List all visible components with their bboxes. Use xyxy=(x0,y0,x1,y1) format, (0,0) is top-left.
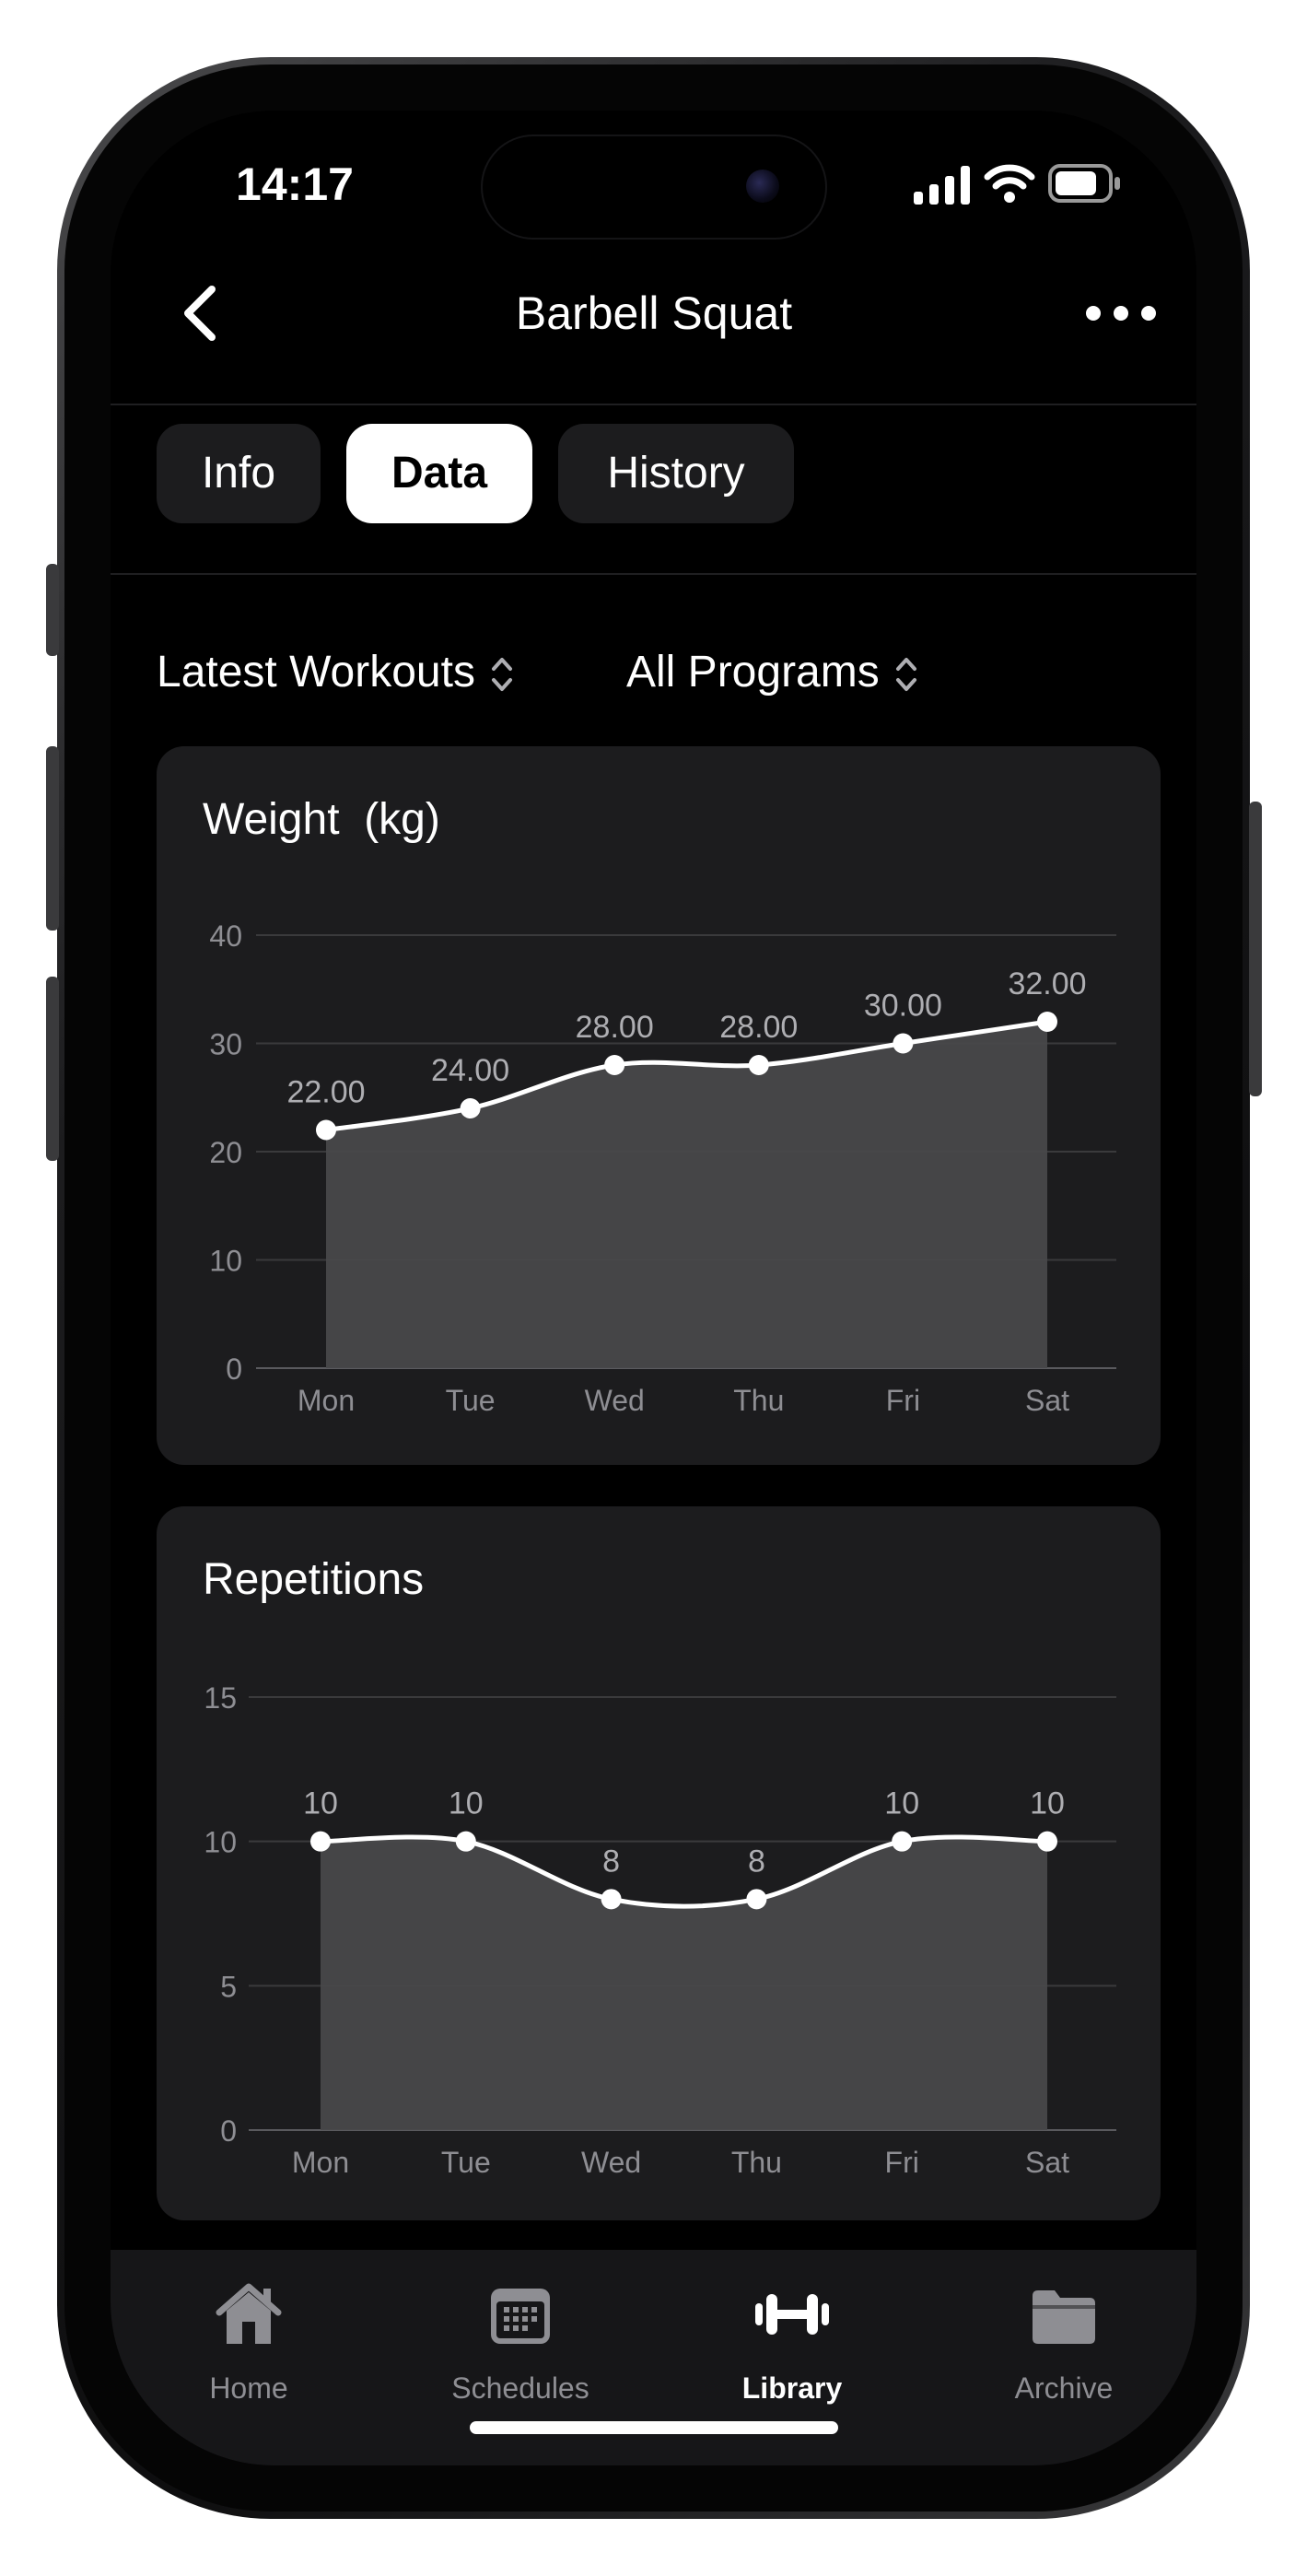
data-point xyxy=(601,1889,622,1910)
series-line xyxy=(325,1019,1048,1132)
wifi-icon xyxy=(984,164,1035,203)
data-point xyxy=(604,1055,625,1075)
folder-icon xyxy=(1033,2290,1095,2344)
data-point xyxy=(455,1831,476,1852)
action-button xyxy=(46,564,59,656)
y-tick-label: 10 xyxy=(204,1826,237,1859)
battery-icon xyxy=(1048,164,1120,203)
x-tick-label: Sat xyxy=(1025,2146,1069,2179)
x-tick-label: Tue xyxy=(441,2146,491,2179)
data-label: 32.00 xyxy=(1008,966,1086,1001)
tab-bar-label-library: Library xyxy=(741,2371,843,2405)
volume-down-button xyxy=(46,977,59,1161)
range-filter-select[interactable]: Latest Workouts xyxy=(157,636,514,709)
data-point xyxy=(892,1831,913,1852)
data-label: 10 xyxy=(884,1786,919,1821)
reps-chart-card: Repetitions 0 5 10 15 10 10 8 8 10 10 Mon Tue Wed Thu… xyxy=(157,1506,1161,2220)
tab-bar-item-archive[interactable]: Archive xyxy=(963,2268,1165,2406)
data-label: 10 xyxy=(303,1786,338,1821)
data-point xyxy=(746,1889,767,1910)
tab-bar-label-schedules: Schedules xyxy=(451,2371,589,2405)
app-screen: 14:17 Barbell Squat Info Data History La… xyxy=(111,111,1196,2465)
weight-chart: 0 10 20 30 40 22.00 24.00 28.00 28.00 30.00 32.00 M… xyxy=(209,919,1116,1417)
calendar-icon xyxy=(491,2289,550,2344)
more-options-button[interactable] xyxy=(1079,286,1162,341)
chevron-up-down-icon xyxy=(491,658,512,692)
y-tick-label: 5 xyxy=(220,1970,237,2003)
tab-history[interactable]: History xyxy=(558,424,794,523)
home-indicator xyxy=(470,2421,838,2434)
data-label: 28.00 xyxy=(576,1010,654,1045)
x-tick-label: Fri xyxy=(885,2146,919,2179)
tab-bar-item-library[interactable]: Library xyxy=(691,2268,893,2406)
x-tick-label: Mon xyxy=(298,1384,355,1417)
x-tick-label: Mon xyxy=(292,2146,349,2179)
weight-chart-card: Weight (kg) 0 10 20 30 40 22.00 24.00 28.00 28.0… xyxy=(157,746,1161,1465)
area-fill xyxy=(326,1022,1047,1368)
dumbbell-icon xyxy=(755,2294,829,2335)
tab-bar: Home Schedules Library xyxy=(111,2250,1196,2465)
x-tick-label: Thu xyxy=(731,2146,782,2179)
program-filter-label: All Programs xyxy=(626,648,880,697)
y-tick-label: 20 xyxy=(209,1136,242,1169)
data-point xyxy=(893,1033,914,1054)
x-tick-label: Fri xyxy=(886,1384,920,1417)
chevron-left-icon xyxy=(184,286,216,341)
x-tick-label: Sat xyxy=(1025,1384,1069,1417)
reps-chart-title: Repetitions xyxy=(203,1555,425,1604)
data-point xyxy=(1037,1831,1057,1852)
x-tick-label: Wed xyxy=(585,1384,645,1417)
series-line xyxy=(320,1834,1048,1909)
area-fill xyxy=(321,1837,1047,2130)
range-filter-label: Latest Workouts xyxy=(157,648,475,697)
y-tick-label: 0 xyxy=(226,1352,242,1386)
tab-bar-item-schedules[interactable]: Schedules xyxy=(419,2268,622,2406)
tab-bar-label-home: Home xyxy=(209,2371,288,2405)
status-time: 14:17 xyxy=(236,158,354,210)
cellular-signal-icon xyxy=(914,166,970,205)
tab-bar-item-home[interactable]: Home xyxy=(147,2268,350,2406)
header-divider xyxy=(111,404,1196,405)
data-point xyxy=(310,1831,331,1852)
weight-chart-title: Weight (kg) xyxy=(203,795,440,844)
house-icon xyxy=(216,2283,282,2344)
power-button xyxy=(1249,802,1262,1096)
page-title: Barbell Squat xyxy=(515,287,793,339)
data-point xyxy=(1037,1012,1057,1032)
ellipsis-icon xyxy=(1086,306,1156,321)
tab-data[interactable]: Data xyxy=(346,424,532,523)
program-filter-select[interactable]: All Programs xyxy=(626,636,918,709)
data-label: 30.00 xyxy=(864,989,942,1024)
data-point xyxy=(460,1098,481,1118)
back-button[interactable] xyxy=(162,276,236,350)
data-label: 10 xyxy=(1030,1786,1065,1821)
data-label: 22.00 xyxy=(286,1075,365,1110)
tab-info[interactable]: Info xyxy=(157,424,321,523)
data-point xyxy=(316,1119,336,1141)
data-label: 24.00 xyxy=(431,1053,509,1088)
y-tick-label: 30 xyxy=(209,1028,242,1061)
x-tick-label: Tue xyxy=(446,1384,496,1417)
tab-bar-label-archive: Archive xyxy=(1014,2371,1114,2405)
chevron-up-down-icon xyxy=(895,658,916,692)
data-label: 28.00 xyxy=(719,1010,798,1045)
x-tick-label: Wed xyxy=(581,2146,641,2179)
camera-icon xyxy=(746,170,779,203)
volume-up-button xyxy=(46,746,59,931)
x-tick-label: Thu xyxy=(733,1384,784,1417)
data-label: 8 xyxy=(602,1844,620,1879)
y-tick-label: 40 xyxy=(209,919,242,953)
y-tick-label: 10 xyxy=(209,1245,242,1278)
data-point xyxy=(748,1055,769,1075)
data-label: 10 xyxy=(449,1786,484,1821)
y-tick-label: 0 xyxy=(220,2114,237,2148)
y-tick-label: 15 xyxy=(204,1681,237,1715)
data-label: 8 xyxy=(748,1844,765,1879)
tabs-divider xyxy=(111,573,1196,575)
reps-chart: 0 5 10 15 10 10 8 8 10 10 Mon Tue Wed Thu Fri Sat xyxy=(204,1681,1116,2179)
